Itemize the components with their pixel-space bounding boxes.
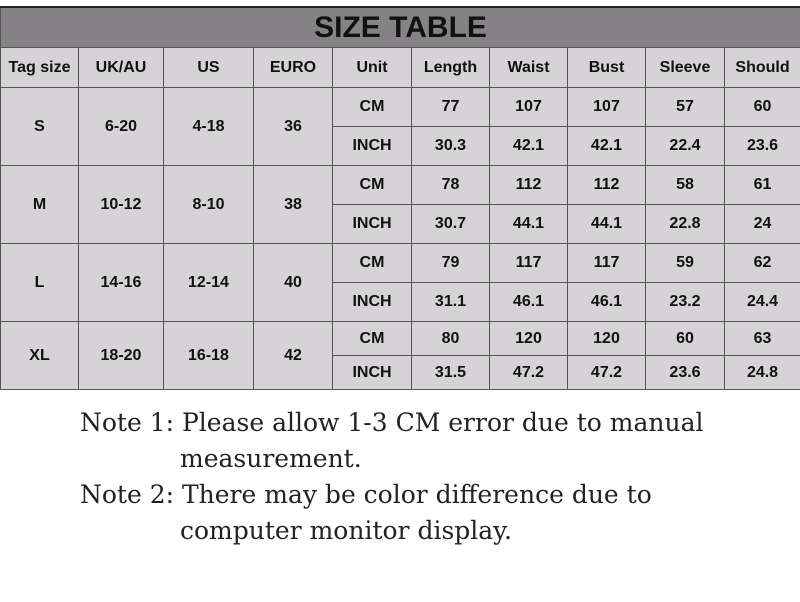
inch-cell: 44.1 — [489, 204, 568, 244]
notes: Note 1: Please allow 1-3 CM error due to… — [80, 405, 704, 549]
inch-cell: 42.1 — [567, 126, 646, 166]
column-header: Sleeve — [645, 47, 725, 88]
size-tag-cell: XL — [0, 321, 79, 390]
cm-cell: CM — [332, 321, 412, 356]
inch-cell: 23.2 — [645, 282, 725, 322]
cm-cell: 112 — [567, 165, 646, 205]
table-row: INCH 30.7 44.1 44.1 22.8 24 — [1, 204, 800, 244]
table-row: INCH 31.1 46.1 46.1 23.2 24.4 — [1, 282, 800, 322]
inch-cell: INCH — [332, 204, 412, 244]
size-us-cell: 4-18 — [163, 87, 254, 166]
size-euro-cell: 36 — [253, 87, 333, 166]
note-2-continued: computer monitor display. — [180, 516, 512, 545]
column-header: Unit — [332, 47, 412, 88]
inch-cell: 30.7 — [411, 204, 490, 244]
inch-cell: 24 — [723, 204, 800, 244]
column-header: Bust — [567, 47, 646, 88]
inch-cell: 47.2 — [567, 355, 646, 390]
size-uk-cell: 6-20 — [78, 87, 164, 166]
cm-cell: 62 — [723, 243, 800, 283]
table-title: SIZE TABLE — [0, 6, 800, 48]
inch-cell: 24.8 — [723, 355, 800, 390]
cm-cell: 60 — [723, 87, 800, 127]
cm-cell: 57 — [645, 87, 725, 127]
inch-cell: 31.1 — [411, 282, 490, 322]
column-header: Length — [411, 47, 490, 88]
inch-cell: INCH — [332, 355, 412, 390]
cm-cell: CM — [332, 87, 412, 127]
inch-cell: 46.1 — [567, 282, 646, 322]
column-header: Tag size — [0, 47, 79, 88]
size-us-cell: 12-14 — [163, 243, 254, 322]
size-us-cell: 8-10 — [163, 165, 254, 244]
column-header: Waist — [489, 47, 568, 88]
inch-cell: 22.4 — [645, 126, 725, 166]
cm-cell: 120 — [567, 321, 646, 356]
column-header: Should — [723, 47, 800, 88]
cm-cell: 61 — [723, 165, 800, 205]
inch-cell: 42.1 — [489, 126, 568, 166]
inch-cell: INCH — [332, 126, 412, 166]
size-table: SIZE TABLE Tag size UK/AU US EURO Unit Length… — [0, 6, 800, 390]
cm-cell: CM — [332, 243, 412, 283]
size-tag-cell: M — [0, 165, 79, 244]
inch-cell: INCH — [332, 282, 412, 322]
cm-cell: 63 — [723, 321, 800, 356]
column-header: EURO — [253, 47, 333, 88]
table-row: S 6-20 4-18 36 CM 77 107 107 57 60 — [0, 87, 800, 166]
cm-cell: CM — [332, 165, 412, 205]
inch-cell: 22.8 — [645, 204, 725, 244]
table-row: INCH 30.3 42.1 42.1 22.4 23.6 — [1, 126, 800, 166]
cm-cell: 58 — [645, 165, 725, 205]
size-tag-cell: L — [0, 243, 79, 322]
size-uk-cell: 14-16 — [78, 243, 164, 322]
cm-cell: 80 — [411, 321, 490, 356]
size-euro-cell: 38 — [253, 165, 333, 244]
cm-cell: 79 — [411, 243, 490, 283]
inch-cell: 23.6 — [645, 355, 725, 390]
inch-cell: 46.1 — [489, 282, 568, 322]
table-row: L 14-16 12-14 40 CM 79 117 117 59 62 — [0, 243, 800, 322]
cm-cell: 117 — [567, 243, 646, 283]
inch-cell: 23.6 — [723, 126, 800, 166]
size-uk-cell: 18-20 — [78, 321, 164, 390]
cm-cell: 117 — [489, 243, 568, 283]
cm-cell: 59 — [645, 243, 725, 283]
note-1-continued: measurement. — [180, 444, 362, 473]
cm-cell: 112 — [489, 165, 568, 205]
note-2: Note 2: There may be color difference du… — [80, 480, 652, 509]
size-us-cell: 16-18 — [163, 321, 254, 390]
size-euro-cell: 42 — [253, 321, 333, 390]
size-uk-cell: 10-12 — [78, 165, 164, 244]
header-row: Tag size UK/AU US EURO Unit Length Waist Bust Sl… — [0, 47, 800, 88]
inch-cell: 47.2 — [489, 355, 568, 390]
cm-cell: 120 — [489, 321, 568, 356]
inch-cell: 44.1 — [567, 204, 646, 244]
cm-cell: 60 — [645, 321, 725, 356]
cm-cell: 77 — [411, 87, 490, 127]
note-1: Note 1: Please allow 1-3 CM error due to… — [80, 408, 704, 437]
size-euro-cell: 40 — [253, 243, 333, 322]
inch-cell: 24.4 — [723, 282, 800, 322]
inch-cell: 31.5 — [411, 355, 490, 390]
inch-cell: 30.3 — [411, 126, 490, 166]
size-tag-cell: S — [0, 87, 79, 166]
table-row: M 10-12 8-10 38 CM 78 112 112 58 61 — [0, 165, 800, 244]
column-header: US — [163, 47, 254, 88]
column-header: UK/AU — [78, 47, 164, 88]
table-row: INCH 31.5 47.2 47.2 23.6 24.8 — [1, 355, 800, 390]
cm-cell: 107 — [567, 87, 646, 127]
cm-cell: 78 — [411, 165, 490, 205]
table-row: XL 18-20 16-18 42 CM 80 120 120 60 63 — [0, 321, 800, 390]
cm-cell: 107 — [489, 87, 568, 127]
